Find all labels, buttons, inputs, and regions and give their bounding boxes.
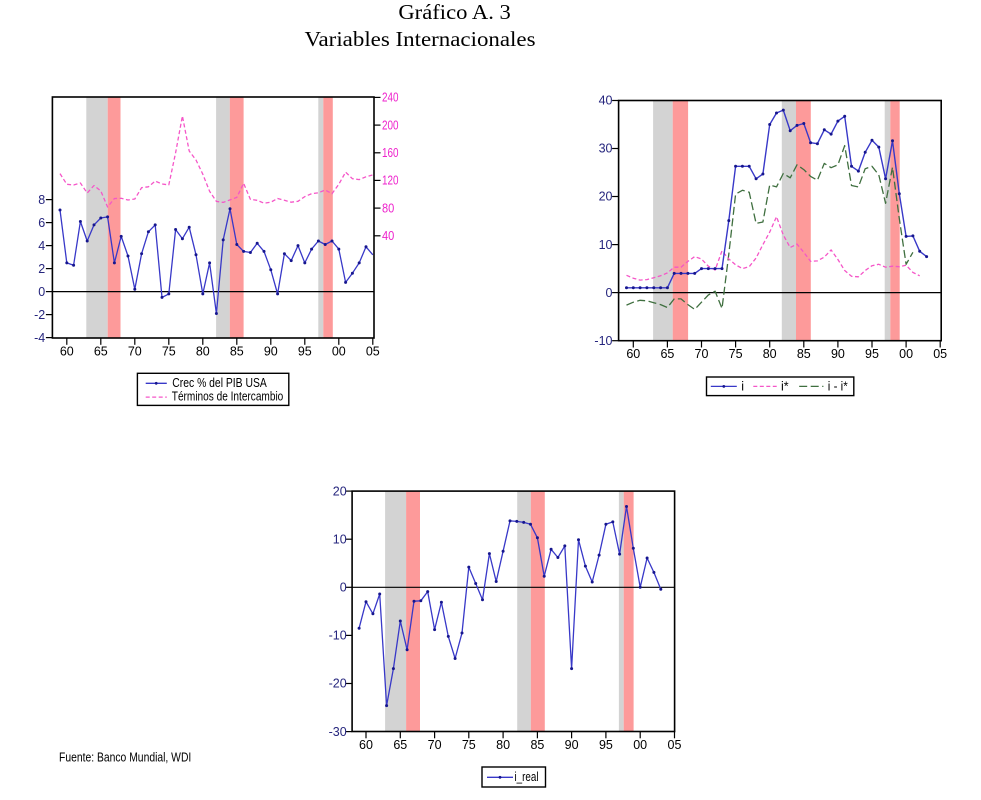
- svg-text:65: 65: [393, 738, 407, 752]
- svg-text:95: 95: [599, 738, 613, 752]
- svg-text:Fuente: Banco Mundial, WDI: Fuente: Banco Mundial, WDI: [59, 750, 191, 764]
- svg-text:75: 75: [162, 344, 176, 358]
- svg-text:95: 95: [298, 344, 312, 358]
- svg-text:05: 05: [933, 347, 947, 361]
- svg-text:-10: -10: [329, 629, 347, 643]
- svg-text:40: 40: [382, 229, 394, 243]
- svg-text:i*: i*: [781, 379, 789, 393]
- svg-text:95: 95: [865, 347, 879, 361]
- svg-text:85: 85: [797, 347, 811, 361]
- svg-text:80: 80: [496, 738, 510, 752]
- svg-text:-4: -4: [34, 331, 45, 345]
- svg-text:160: 160: [382, 146, 399, 160]
- svg-text:4: 4: [38, 239, 45, 253]
- svg-text:05: 05: [668, 738, 682, 752]
- svg-text:30: 30: [599, 142, 613, 156]
- svg-text:Gráfico A. 3: Gráfico A. 3: [398, 0, 511, 24]
- svg-text:i_real: i_real: [515, 770, 539, 784]
- svg-text:Términos de Intercambio: Términos de Intercambio: [172, 390, 284, 404]
- svg-text:05: 05: [366, 344, 380, 358]
- svg-text:i: i: [741, 379, 744, 393]
- svg-text:60: 60: [60, 344, 74, 358]
- svg-text:80: 80: [196, 344, 210, 358]
- svg-text:75: 75: [729, 347, 743, 361]
- svg-text:6: 6: [38, 216, 45, 230]
- svg-text:00: 00: [633, 738, 647, 752]
- svg-text:Variables Internacionales: Variables Internacionales: [305, 27, 536, 51]
- svg-text:-10: -10: [594, 334, 612, 348]
- svg-text:20: 20: [333, 484, 347, 498]
- svg-text:Crec % del PIB USA: Crec % del PIB USA: [172, 376, 267, 390]
- svg-text:40: 40: [599, 94, 613, 108]
- svg-text:120: 120: [382, 174, 399, 188]
- svg-text:65: 65: [94, 344, 108, 358]
- svg-text:90: 90: [831, 347, 845, 361]
- svg-text:0: 0: [606, 286, 613, 300]
- svg-text:85: 85: [530, 738, 544, 752]
- svg-text:70: 70: [428, 738, 442, 752]
- svg-text:00: 00: [899, 347, 913, 361]
- svg-text:70: 70: [695, 347, 709, 361]
- svg-text:85: 85: [230, 344, 244, 358]
- svg-text:0: 0: [340, 581, 347, 595]
- svg-text:10: 10: [599, 238, 613, 252]
- svg-text:8: 8: [38, 193, 45, 207]
- svg-text:-30: -30: [329, 725, 347, 739]
- svg-text:240: 240: [382, 91, 399, 105]
- svg-text:90: 90: [565, 738, 579, 752]
- svg-text:-2: -2: [34, 308, 45, 322]
- svg-text:70: 70: [128, 344, 142, 358]
- svg-text:65: 65: [660, 347, 674, 361]
- svg-text:60: 60: [359, 738, 373, 752]
- svg-text:2: 2: [38, 262, 45, 276]
- svg-text:20: 20: [599, 190, 613, 204]
- svg-text:00: 00: [332, 344, 346, 358]
- svg-text:i - i*: i - i*: [828, 379, 848, 393]
- svg-text:80: 80: [763, 347, 777, 361]
- svg-text:200: 200: [382, 118, 399, 132]
- svg-text:10: 10: [333, 532, 347, 546]
- svg-text:0: 0: [38, 285, 45, 299]
- svg-text:75: 75: [462, 738, 476, 752]
- svg-text:-20: -20: [329, 677, 347, 691]
- svg-text:90: 90: [264, 344, 278, 358]
- svg-text:80: 80: [382, 201, 394, 215]
- svg-text:60: 60: [626, 347, 640, 361]
